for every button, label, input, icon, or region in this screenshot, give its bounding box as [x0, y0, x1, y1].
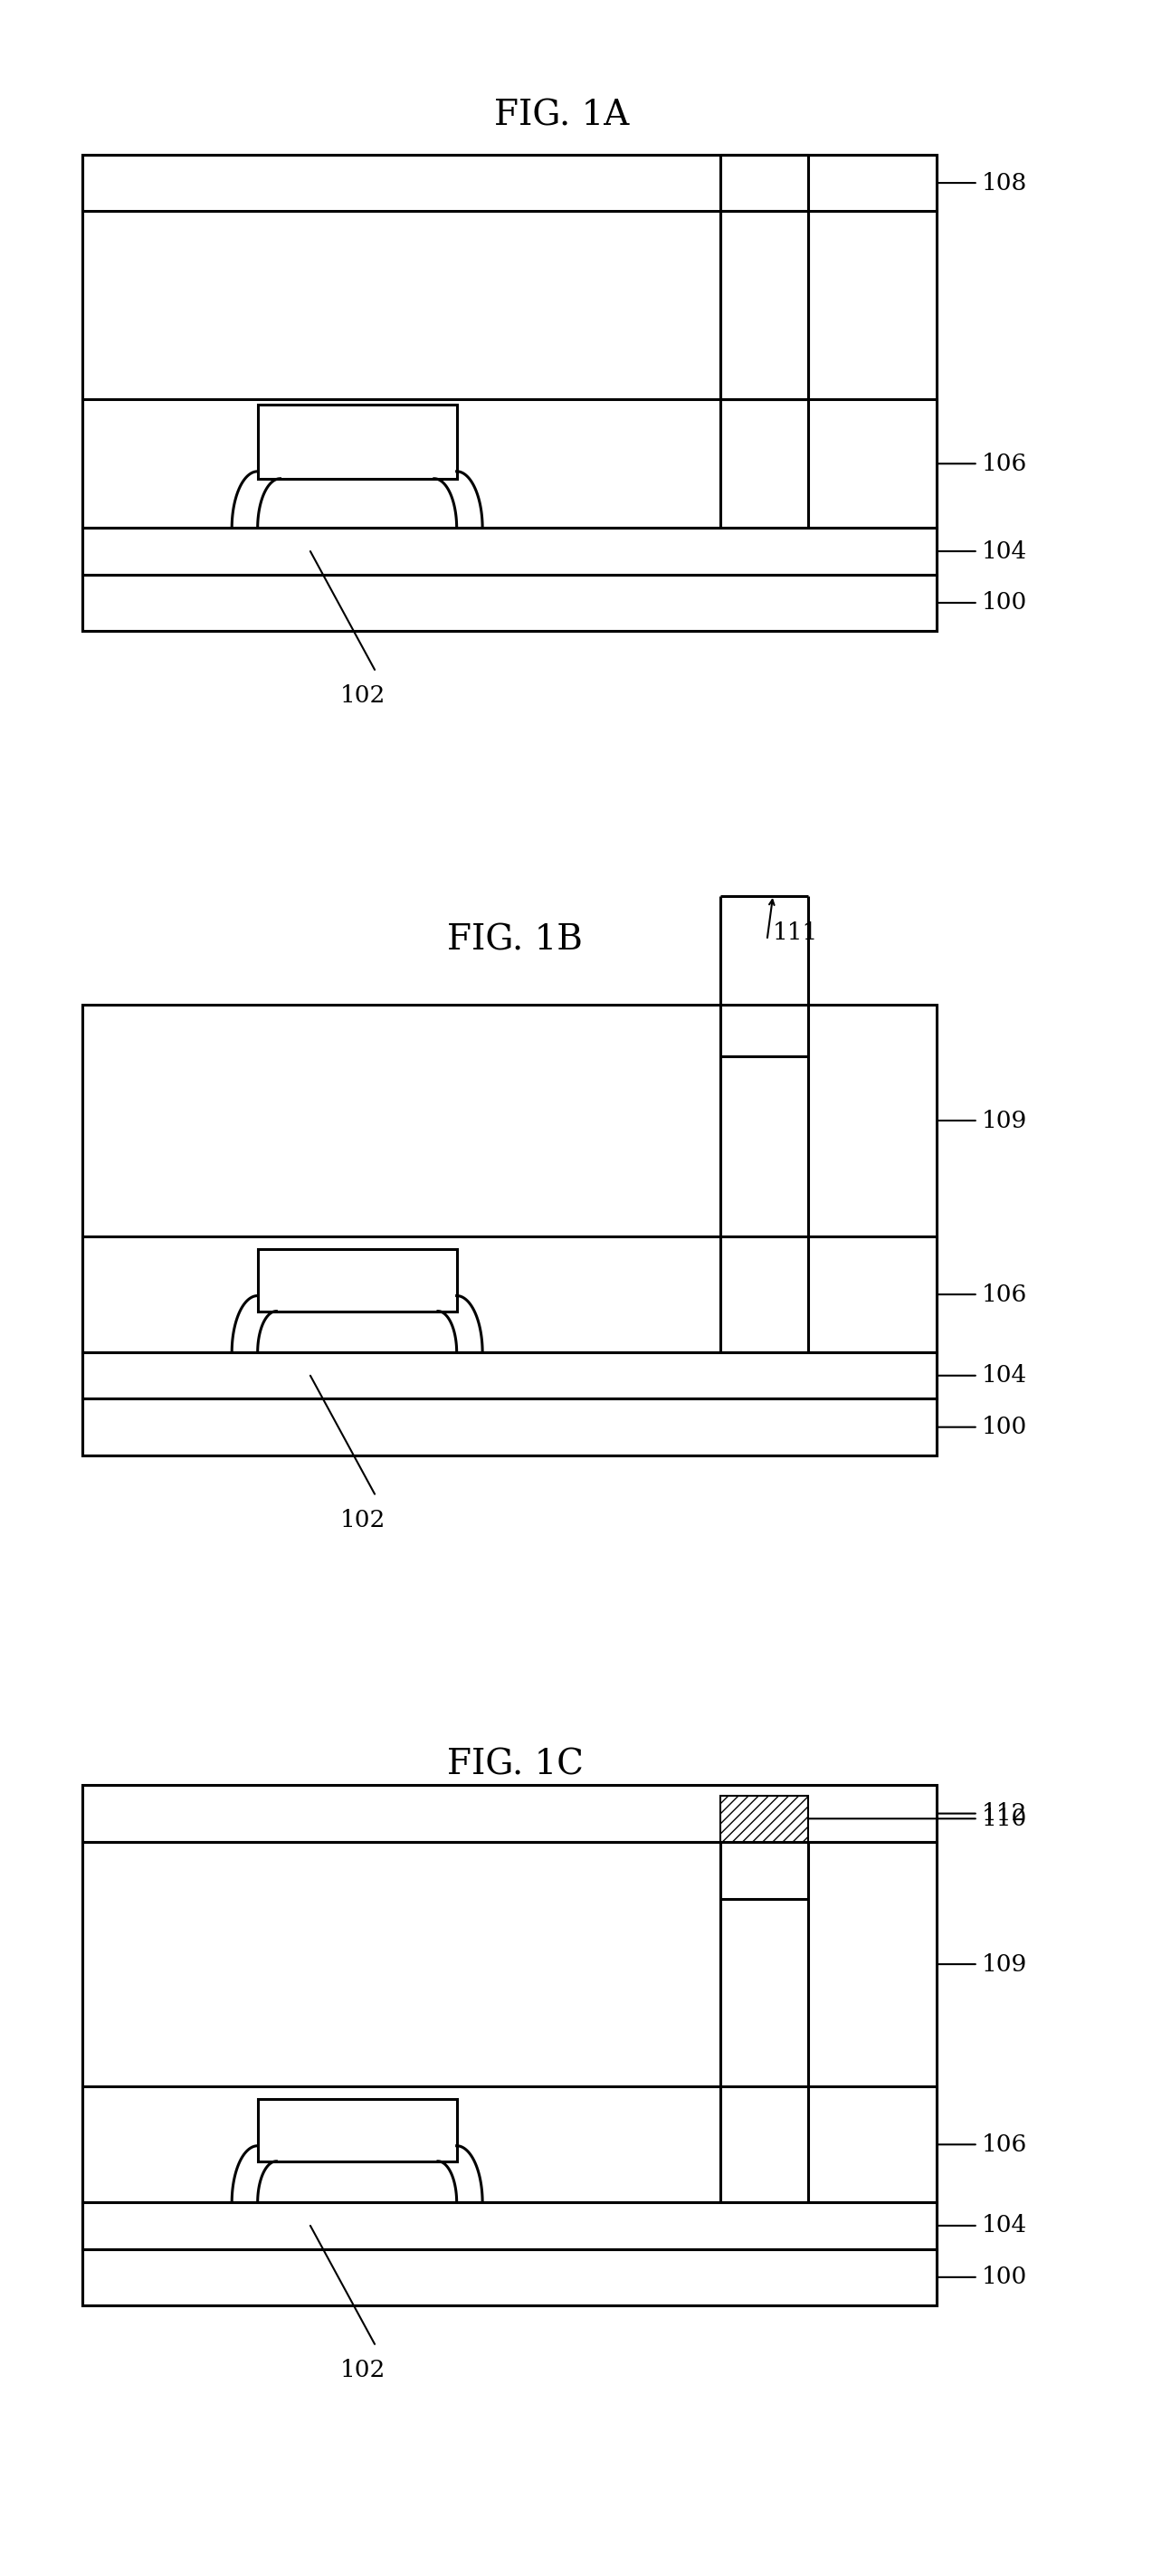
- Bar: [720, 211, 808, 399]
- Text: 104: 104: [981, 2215, 1027, 2236]
- Bar: [82, 1842, 937, 2306]
- Bar: [720, 1795, 808, 1842]
- Bar: [258, 2099, 457, 2161]
- Text: FIG. 1A: FIG. 1A: [494, 98, 630, 134]
- Text: 104: 104: [981, 541, 1027, 562]
- Bar: [82, 155, 937, 631]
- Bar: [82, 2202, 937, 2249]
- Text: 111: 111: [773, 922, 819, 943]
- Text: FIG. 1C: FIG. 1C: [447, 1747, 583, 1783]
- Bar: [82, 1399, 937, 1455]
- Text: 106: 106: [981, 1283, 1027, 1306]
- Text: 102: 102: [341, 685, 385, 706]
- Bar: [82, 2087, 937, 2202]
- Bar: [258, 404, 457, 479]
- Text: 104: 104: [981, 1365, 1027, 1386]
- Bar: [82, 1352, 937, 1399]
- Text: 100: 100: [981, 592, 1027, 613]
- Bar: [82, 2249, 937, 2306]
- Bar: [82, 528, 937, 574]
- Bar: [258, 1249, 457, 1311]
- Bar: [82, 399, 937, 528]
- Text: 100: 100: [981, 1417, 1027, 1437]
- Bar: [82, 1005, 937, 1455]
- Text: 102: 102: [341, 2360, 385, 2380]
- Text: 108: 108: [981, 173, 1027, 193]
- Text: FIG. 1B: FIG. 1B: [447, 922, 583, 958]
- Bar: [82, 574, 937, 631]
- Text: 106: 106: [981, 2133, 1027, 2156]
- Text: 109: 109: [981, 1953, 1027, 1976]
- Text: 102: 102: [341, 1510, 385, 1530]
- Text: 109: 109: [981, 1110, 1027, 1131]
- Text: 106: 106: [981, 453, 1027, 474]
- Text: 100: 100: [981, 2267, 1027, 2287]
- Bar: [82, 1236, 937, 1352]
- Bar: [82, 155, 937, 211]
- Bar: [82, 1785, 937, 1842]
- Text: 112: 112: [981, 1803, 1027, 1824]
- Text: 110: 110: [981, 1808, 1027, 1829]
